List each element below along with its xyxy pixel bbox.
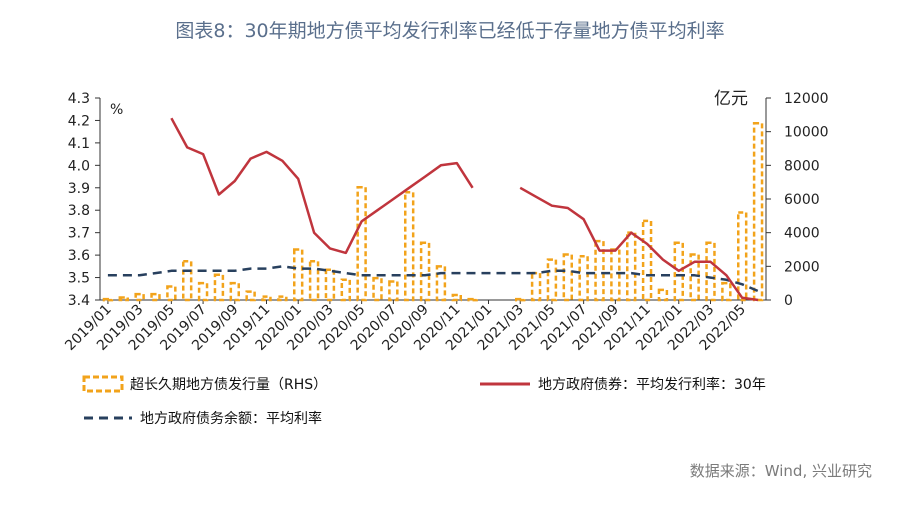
left-axis-unit: % [110, 102, 123, 118]
bar [752, 122, 764, 302]
legend-swatch-bars [82, 375, 124, 393]
left-tick-label: 4.3 [68, 91, 90, 107]
bar [372, 276, 383, 302]
bar [388, 280, 399, 302]
bar [515, 297, 526, 302]
bar [657, 288, 669, 302]
bar [578, 254, 589, 302]
bar [530, 271, 542, 302]
left-tick-label: 3.6 [68, 248, 90, 264]
bar-series [102, 122, 764, 302]
bar [213, 273, 225, 302]
bar [435, 265, 447, 302]
line-30y-issue-rate [170, 117, 474, 255]
bar [467, 297, 478, 302]
legend-label-red-line: 地方政府债券：平均发行利率：30年 [538, 376, 766, 393]
bar [340, 278, 352, 302]
bar [626, 231, 637, 302]
bar [150, 292, 161, 302]
bar [356, 185, 367, 302]
bar [102, 297, 114, 302]
left-tick-label: 3.8 [68, 203, 90, 219]
bar [166, 285, 177, 302]
chart-title: 图表8：30年期地方债平均发行利率已经低于存量地方债平均利率 [175, 20, 725, 42]
right-tick-label: 12000 [784, 91, 829, 107]
legend: 超长久期地方债发行量（RHS） 地方政府债券：平均发行利率：30年 地方政府债务… [82, 375, 766, 427]
right-tick-label: 0 [784, 293, 793, 309]
bar [197, 281, 209, 302]
bar [689, 253, 700, 302]
bar [182, 260, 193, 302]
bar [641, 219, 653, 302]
line-balance-avg-rate [107, 265, 759, 293]
left-tick-label: 3.4 [68, 293, 90, 309]
bar [451, 293, 463, 302]
legend-label-bars: 超长久期地方债发行量（RHS） [130, 377, 327, 393]
legend-label-dashed-line: 地方政府债务余额：平均利率 [140, 410, 322, 427]
left-tick-label: 3.9 [68, 181, 90, 197]
right-tick-label: 4000 [784, 226, 820, 242]
left-tick-label: 3.7 [68, 226, 90, 242]
bar [705, 241, 716, 302]
left-tick-label: 4.2 [68, 113, 90, 129]
bar [261, 295, 272, 302]
bar [562, 253, 573, 302]
bar [419, 241, 431, 302]
left-tick-label: 4.1 [68, 136, 90, 152]
bar [134, 292, 145, 302]
right-tick-label: 10000 [784, 125, 829, 141]
bar [546, 258, 558, 302]
bar [610, 248, 621, 302]
bar [293, 248, 304, 302]
bar [404, 191, 415, 302]
right-axis-unit: 亿元 [714, 89, 748, 109]
bar [308, 260, 320, 302]
bar [721, 281, 732, 302]
source-note: 数据来源：Wind, 兴业研究 [689, 462, 872, 480]
line-30y-issue-rate [519, 186, 759, 302]
axes [95, 97, 771, 304]
bar [118, 296, 129, 302]
bar [673, 241, 684, 302]
right-tick-label: 8000 [784, 158, 820, 174]
bar [277, 295, 288, 302]
bar [737, 211, 748, 302]
left-tick-label: 3.5 [68, 271, 90, 287]
bar [245, 290, 256, 302]
line-series [107, 117, 759, 302]
left-tick-label: 4.0 [68, 158, 90, 174]
right-tick-label: 2000 [784, 259, 820, 275]
bar [594, 239, 605, 302]
right-tick-label: 6000 [784, 192, 820, 208]
bar [324, 268, 336, 302]
bar [229, 281, 240, 302]
